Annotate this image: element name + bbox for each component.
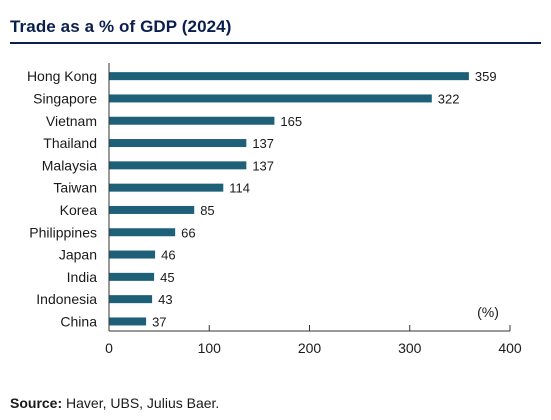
value-label: 45 xyxy=(160,270,174,285)
bars-group xyxy=(109,72,469,326)
category-labels-group: Hong Kong Singapore Vietnam Thailand Malaysi… xyxy=(27,68,97,329)
source-note: Source: Haver, UBS, Julius Baer. xyxy=(10,395,219,411)
value-label: 137 xyxy=(252,136,274,151)
x-tick-label: 100 xyxy=(198,340,222,356)
source-label: Source: xyxy=(10,395,63,411)
bar-india xyxy=(109,272,155,281)
category-label: Singapore xyxy=(33,90,97,106)
category-label: Korea xyxy=(60,202,98,218)
category-label: Philippines xyxy=(29,224,97,240)
value-label: 165 xyxy=(280,114,302,129)
unit-label: (%) xyxy=(477,304,499,320)
category-label: Hong Kong xyxy=(27,68,97,84)
bar-hong-kong xyxy=(109,72,469,81)
value-label: 359 xyxy=(475,69,497,84)
x-tick-label: 300 xyxy=(398,340,422,356)
x-tick-label: 400 xyxy=(498,340,522,356)
x-tick-label: 200 xyxy=(298,340,322,356)
bar-philippines xyxy=(109,228,176,237)
category-label: India xyxy=(67,269,98,285)
title-underline xyxy=(10,42,541,44)
value-label: 46 xyxy=(161,248,175,263)
bar-korea xyxy=(109,205,195,214)
value-label: 114 xyxy=(229,181,250,196)
category-label: Indonesia xyxy=(36,291,97,307)
bar-singapore xyxy=(109,94,432,103)
x-tick-label: 0 xyxy=(105,340,113,356)
x-axis: 0 100 200 300 400 xyxy=(105,63,522,356)
category-label: Malaysia xyxy=(42,157,97,173)
value-label: 37 xyxy=(152,314,166,329)
category-label: Japan xyxy=(59,247,97,263)
chart-title: Trade as a % of GDP (2024) xyxy=(10,17,232,36)
bar-china xyxy=(109,317,147,326)
value-label: 137 xyxy=(252,158,274,173)
category-label: Thailand xyxy=(43,135,97,151)
value-label: 43 xyxy=(158,292,172,307)
bar-thailand xyxy=(109,139,247,148)
bar-indonesia xyxy=(109,295,153,304)
bar-vietnam xyxy=(109,116,275,125)
source-text: Haver, UBS, Julius Baer. xyxy=(62,395,220,411)
value-label: 66 xyxy=(181,225,195,240)
category-label: China xyxy=(60,313,97,329)
bar-malaysia xyxy=(109,161,247,170)
value-label: 322 xyxy=(438,91,460,106)
value-label: 85 xyxy=(200,203,214,218)
bar-taiwan xyxy=(109,183,224,192)
bar-japan xyxy=(109,250,156,259)
category-label: Vietnam xyxy=(46,113,97,129)
category-label: Taiwan xyxy=(53,180,97,196)
